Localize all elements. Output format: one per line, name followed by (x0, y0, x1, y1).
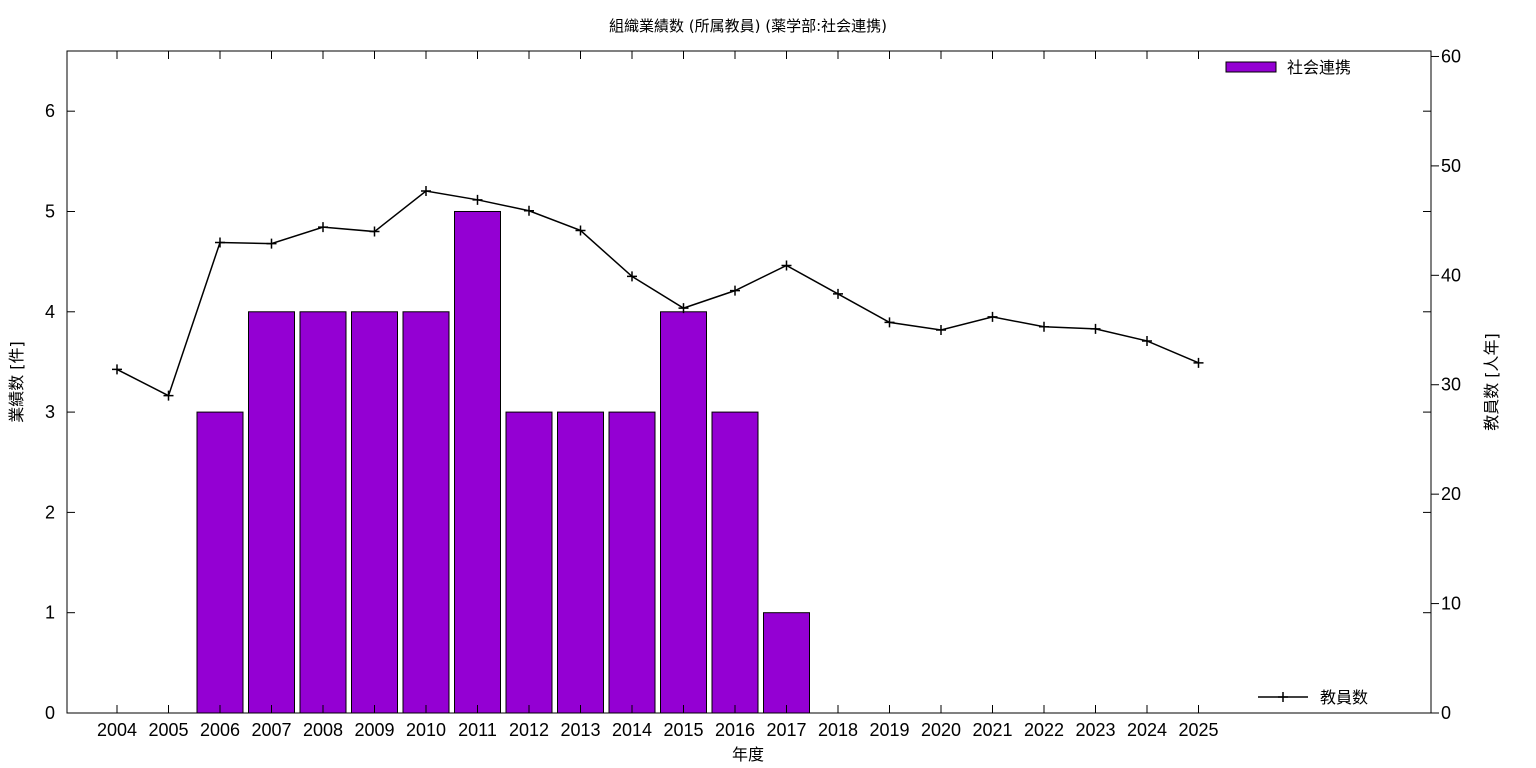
point-2012 (524, 205, 534, 216)
bar-2016 (711, 411, 759, 714)
y2-tick-label: 30 (1441, 375, 1461, 395)
y2-axis-title: 教員数 [人年] (1482, 333, 1501, 431)
x-tick-label: 2004 (97, 720, 137, 740)
x-tick-label: 2020 (921, 720, 961, 740)
x-tick-label: 2012 (509, 720, 549, 740)
y-tick-label: 6 (45, 101, 55, 121)
point-2011 (472, 194, 483, 205)
point-2020 (936, 325, 946, 336)
x-tick-label: 2007 (251, 720, 291, 740)
point-2010 (421, 186, 431, 197)
y-axis-title: 業績数 [件] (7, 341, 26, 423)
bar-2017 (763, 612, 810, 714)
chart-title: 組織業績数 (所属教員) (薬学部:社会連携) (609, 17, 887, 35)
bar-2013 (557, 411, 604, 714)
y-tick-label: 5 (45, 201, 55, 221)
x-axis-title: 年度 (732, 745, 764, 764)
bar-2009 (351, 311, 398, 714)
legend-line-label: 教員数 (1320, 688, 1368, 707)
x-tick-label: 2006 (200, 720, 240, 740)
point-2016 (730, 285, 740, 296)
y-tick-label: 3 (45, 402, 55, 422)
x-tick-label: 2018 (818, 720, 858, 740)
y-tick-label: 2 (45, 502, 55, 522)
point-2007 (266, 238, 277, 249)
line-faculty-count (116, 190, 1199, 397)
x-tick-label: 2014 (612, 720, 652, 740)
bar-2006 (196, 411, 244, 714)
bar-2008 (299, 311, 347, 714)
bar-2015 (660, 311, 707, 714)
legend-bar-label: 社会連携 (1287, 58, 1351, 77)
point-2008 (318, 222, 328, 233)
x-tick-label: 2016 (715, 720, 755, 740)
y2-tick-label: 60 (1441, 46, 1461, 66)
y2-tick-label: 20 (1441, 484, 1461, 504)
x-tick-label: 2005 (148, 720, 188, 740)
point-2019 (884, 317, 895, 328)
point-2015 (678, 303, 689, 314)
bar-2011 (454, 210, 501, 714)
y-tick-label: 4 (45, 302, 55, 322)
x-tick-label: 2015 (663, 720, 703, 740)
x-tick-label: 2009 (354, 720, 394, 740)
point-2022 (1039, 321, 1049, 332)
point-2005 (163, 390, 174, 401)
bar-2014 (608, 411, 656, 714)
y-tick-label: 1 (45, 603, 55, 623)
x-tick-label: 2013 (560, 720, 600, 740)
x-tick-label: 2024 (1127, 720, 1167, 740)
legend-bar: 社会連携 (1225, 58, 1351, 77)
x-tick-label: 2023 (1075, 720, 1115, 740)
x-tick-label: 2011 (458, 720, 497, 740)
x-tick-label: 2017 (766, 720, 806, 740)
point-2018 (833, 288, 843, 299)
point-2025 (1193, 357, 1204, 368)
point-2021 (987, 311, 998, 322)
y2-tick-label: 0 (1441, 703, 1451, 723)
bar-2012 (505, 411, 553, 714)
point-2017 (781, 260, 792, 271)
x-tick-label: 2025 (1178, 720, 1218, 740)
y2-tick-label: 50 (1441, 156, 1461, 176)
x-tick-label: 2019 (869, 720, 909, 740)
y2-tick-label: 10 (1441, 594, 1461, 614)
point-2009 (369, 226, 380, 237)
legend-line: 教員数 (1258, 688, 1368, 707)
point-2004 (112, 364, 122, 375)
y-tick-label: 0 (45, 703, 55, 723)
point-2024 (1142, 335, 1152, 346)
point-2006 (215, 237, 225, 248)
x-tick-label: 2008 (303, 720, 343, 740)
y2-tick-label: 40 (1441, 265, 1461, 285)
point-2013 (575, 225, 586, 236)
x-tick-label: 2010 (406, 720, 446, 740)
x-tick-label: 2022 (1024, 720, 1064, 740)
point-2014 (627, 271, 637, 282)
x-tick-label: 2021 (972, 720, 1012, 740)
bar-2007 (248, 311, 295, 714)
bar-2010 (402, 311, 450, 714)
legend-bar-swatch (1225, 61, 1277, 73)
point-2023 (1090, 323, 1101, 334)
